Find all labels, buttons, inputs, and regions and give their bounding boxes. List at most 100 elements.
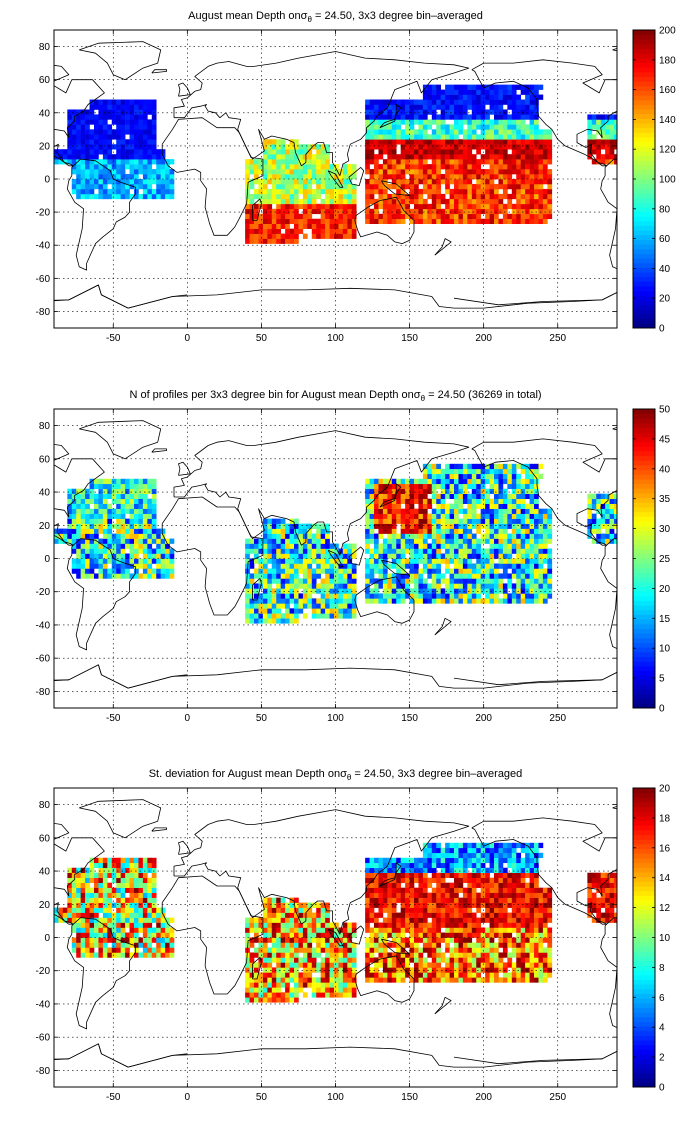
bin-cell — [316, 174, 321, 180]
bin-cell — [98, 188, 104, 195]
bin-cell — [449, 548, 455, 554]
bin-cell — [369, 563, 375, 569]
bin-cell — [94, 119, 99, 125]
bin-cell — [129, 857, 135, 864]
bin-cell — [525, 568, 530, 574]
bin-cell — [271, 593, 277, 599]
bin-cell — [294, 553, 299, 559]
bin-cell — [391, 109, 397, 115]
bin-cell — [396, 119, 401, 125]
bin-cell — [325, 907, 330, 913]
bin-cell — [547, 129, 553, 135]
bin-cell — [276, 937, 281, 943]
bin-cell — [511, 598, 517, 604]
bin-cell — [609, 523, 615, 529]
bin-cell — [396, 558, 401, 564]
bin-cell — [462, 94, 468, 100]
bin-cell — [85, 488, 90, 495]
bin-cell — [316, 553, 321, 559]
bin-cell — [382, 213, 388, 220]
bin-cell — [494, 139, 499, 145]
bin-cell — [507, 164, 513, 170]
bin-cell — [151, 932, 157, 938]
bin-cell — [405, 134, 410, 140]
bin-cell — [342, 608, 348, 614]
bin-cell — [258, 922, 264, 928]
bin-cell — [538, 583, 544, 589]
bin-cell — [529, 513, 535, 519]
bin-cell — [311, 568, 317, 574]
bin-cell — [342, 578, 348, 584]
bin-cell — [471, 553, 477, 559]
bin-cell — [254, 193, 259, 200]
bin-cell — [85, 882, 90, 888]
bin-cell — [462, 508, 468, 514]
bin-cell — [254, 164, 259, 170]
bin-cell — [258, 188, 264, 195]
bin-cell — [298, 223, 304, 229]
bin-cell — [67, 109, 73, 115]
bin-cell — [600, 119, 606, 125]
bin-cell — [311, 218, 317, 224]
bin-cell — [396, 563, 401, 569]
bin-cell — [120, 164, 126, 170]
bin-cell — [80, 548, 86, 554]
bin-cell — [267, 533, 273, 539]
bin-cell — [298, 962, 304, 968]
bin-cell — [396, 208, 401, 215]
bin-cell — [342, 233, 348, 239]
bin-cell — [85, 937, 90, 943]
bin-cell — [134, 523, 139, 529]
bin-cell — [378, 558, 384, 564]
bin-cell — [369, 902, 375, 908]
bin-cell — [120, 867, 126, 874]
bin-cell — [147, 523, 153, 529]
bin-cell — [534, 463, 539, 470]
bin-cell — [325, 583, 330, 589]
bin-cell — [262, 932, 268, 938]
bin-cell — [111, 508, 117, 514]
bin-cell — [147, 922, 153, 928]
bin-cell — [151, 508, 157, 514]
bin-cell — [342, 174, 348, 180]
bin-cell — [378, 892, 384, 898]
bin-cell — [116, 892, 121, 898]
bin-cell — [485, 124, 490, 130]
bin-cell — [102, 493, 108, 499]
bin-cell — [302, 523, 308, 529]
bin-cell — [542, 169, 548, 175]
bin-cell — [529, 583, 535, 589]
bin-cell — [507, 129, 513, 135]
bin-cell — [511, 568, 517, 574]
bin-cell — [151, 493, 157, 499]
bin-cell — [307, 188, 313, 195]
bin-cell — [258, 618, 264, 624]
bin-cell — [125, 533, 130, 539]
bin-cell — [89, 553, 95, 559]
bin-cell — [262, 193, 268, 200]
bin-cell — [614, 114, 617, 120]
bin-cell — [329, 573, 335, 579]
bin-cell — [258, 218, 264, 224]
bin-cell — [62, 917, 68, 923]
bin-cell — [414, 493, 419, 499]
bin-cell — [449, 528, 455, 534]
bin-cell — [498, 94, 504, 100]
bin-cell — [120, 553, 126, 559]
coastline — [151, 448, 167, 453]
bin-cell — [471, 588, 477, 594]
bin-cell — [142, 947, 148, 953]
bin-cell — [471, 159, 477, 165]
bin-cell — [538, 159, 544, 165]
bin-cell — [329, 598, 335, 604]
bin-cell — [325, 927, 330, 933]
bin-cell — [294, 543, 299, 549]
bin-cell — [471, 139, 477, 145]
bin-cell — [338, 967, 344, 973]
bin-cell — [120, 892, 126, 898]
bin-cell — [440, 518, 446, 524]
bin-cell — [271, 608, 277, 614]
bin-cell — [320, 144, 326, 150]
bin-cell — [418, 169, 424, 175]
bin-cell — [485, 553, 490, 559]
